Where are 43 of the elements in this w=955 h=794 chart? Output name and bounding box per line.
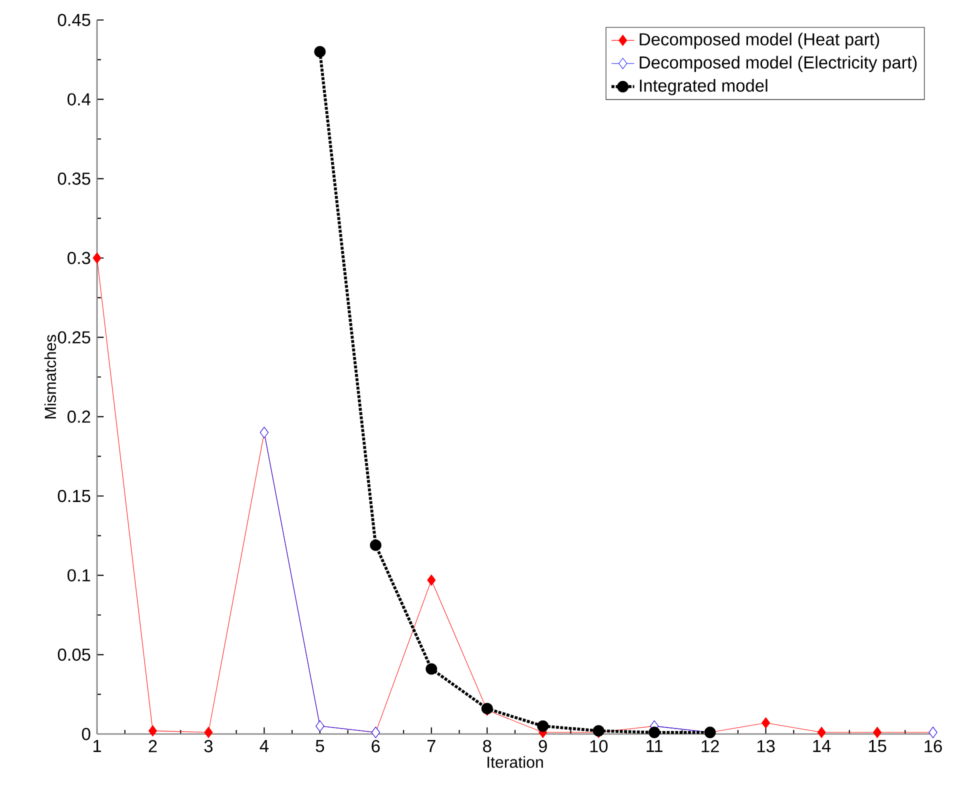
x-tick-label: 5 bbox=[316, 740, 324, 752]
x-tick-label: 6 bbox=[372, 740, 380, 752]
y-tick-label: 0.1 bbox=[68, 569, 90, 582]
x-tick-label: 3 bbox=[204, 740, 213, 752]
y-tick-label: 0.45 bbox=[58, 14, 90, 26]
y-tick-label: 0.35 bbox=[58, 172, 90, 185]
point bbox=[537, 720, 549, 732]
x-tick-label: 13 bbox=[757, 740, 775, 752]
x-tick-label: 12 bbox=[702, 740, 719, 752]
x-tick-label: 4 bbox=[260, 740, 269, 752]
x-tick-label: 2 bbox=[148, 740, 157, 752]
point bbox=[873, 726, 882, 738]
point bbox=[648, 726, 660, 738]
y-tick-label: 0.4 bbox=[68, 93, 90, 106]
point bbox=[92, 252, 102, 264]
point bbox=[426, 663, 438, 675]
x-tick-label: 15 bbox=[868, 740, 886, 752]
y-tick-label: 0 bbox=[82, 728, 90, 740]
point bbox=[370, 539, 382, 551]
y-tick-label: 0.05 bbox=[58, 648, 90, 661]
legend-label: Decomposed model (Electricity part) bbox=[640, 56, 917, 72]
x-tick-label: 14 bbox=[813, 740, 831, 752]
y-tick-label: 0.2 bbox=[68, 410, 90, 423]
x-axis-title: Iteration bbox=[488, 756, 543, 768]
y-tick-label: 0.25 bbox=[58, 331, 90, 344]
x-tick-label: 16 bbox=[924, 740, 942, 752]
x-tick-label: 1 bbox=[94, 740, 101, 752]
y-tick-label: 0.3 bbox=[68, 252, 90, 264]
point bbox=[314, 46, 326, 58]
legend-label: Integrated model bbox=[640, 79, 768, 96]
legend-label: Decomposed model (Heat part) bbox=[640, 32, 880, 49]
point bbox=[148, 725, 158, 736]
x-tick-label: 7 bbox=[427, 740, 436, 752]
x-tick-label: 11 bbox=[646, 740, 663, 752]
x-tick-label: 10 bbox=[590, 740, 608, 752]
x-tick-label: 9 bbox=[538, 740, 547, 752]
x-tick-label: 8 bbox=[483, 740, 492, 752]
point bbox=[817, 726, 826, 738]
point bbox=[762, 717, 770, 728]
y-axis-title: Mismatches bbox=[44, 334, 56, 418]
point bbox=[204, 726, 213, 738]
point bbox=[427, 574, 436, 586]
y-tick-label: 0.15 bbox=[58, 490, 90, 502]
